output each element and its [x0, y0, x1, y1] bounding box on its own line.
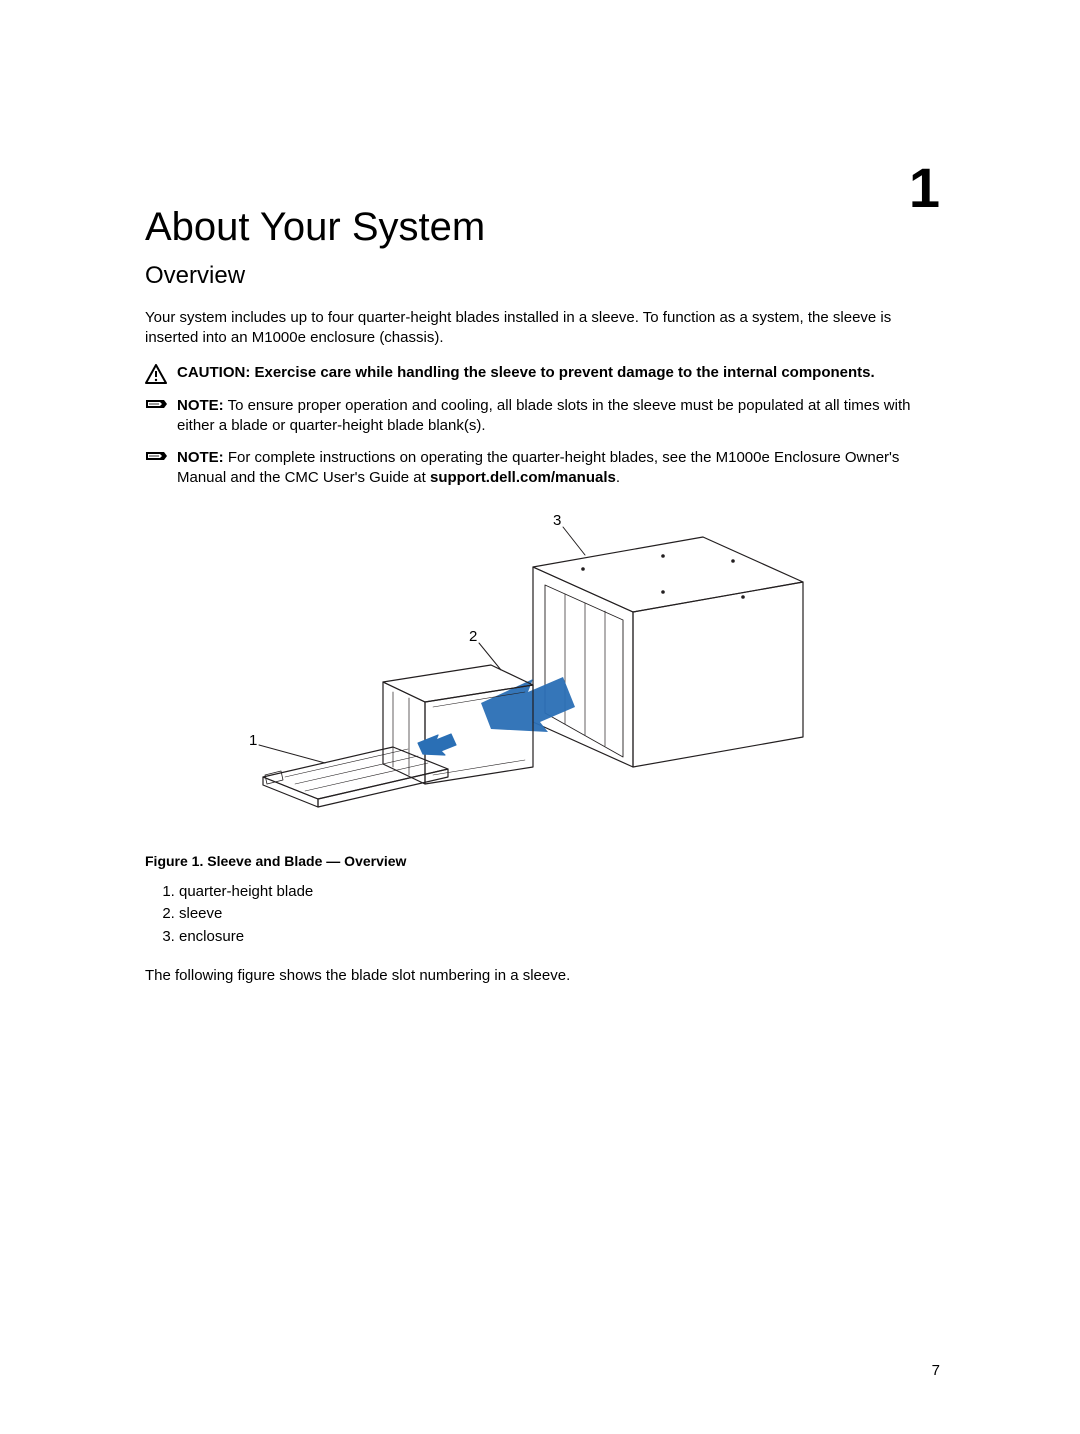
legend-item: enclosure: [179, 926, 940, 949]
caution-triangle-icon: [145, 363, 173, 384]
section-heading: Overview: [145, 262, 940, 290]
chapter-number: 1: [909, 155, 940, 220]
callout-body: Exercise care while handling the sleeve …: [250, 364, 874, 381]
figure-legend: quarter-height blade sleeve enclosure: [179, 881, 940, 949]
callout-label: CAUTION:: [177, 364, 250, 381]
figure-caption-text: Sleeve and Blade — Overview: [207, 853, 406, 869]
note-pencil-icon: [145, 396, 173, 415]
chapter-title: About Your System: [145, 205, 940, 250]
page-number: 7: [932, 1362, 940, 1379]
caution-text: CAUTION: Exercise care while handling th…: [173, 363, 940, 383]
figure-block: 1 2 3 Figure 1. Sleeve and Blade — Overv…: [145, 507, 940, 949]
document-page: 1 About Your System Overview Your system…: [0, 0, 1080, 1434]
note-callout: NOTE: To ensure proper operation and coo…: [145, 396, 940, 437]
legend-item: sleeve: [179, 903, 940, 926]
figure-annotation-1: 1: [249, 732, 257, 749]
figure-annotation-3: 3: [553, 512, 561, 529]
callout-bold-trailing: support.dell.com/manuals: [430, 469, 616, 486]
figure-diagram: 1 2 3: [233, 507, 853, 837]
closing-paragraph: The following figure shows the blade slo…: [145, 966, 940, 986]
caution-callout: CAUTION: Exercise care while handling th…: [145, 363, 940, 384]
callout-trailing-punct: .: [616, 469, 620, 486]
legend-item: quarter-height blade: [179, 881, 940, 904]
note-pencil-icon: [145, 448, 173, 467]
figure-caption: Figure 1. Sleeve and Blade — Overview: [145, 853, 940, 869]
figure-caption-prefix: Figure 1.: [145, 853, 207, 869]
callout-label: NOTE:: [177, 397, 224, 414]
note-callout: NOTE: For complete instructions on opera…: [145, 448, 940, 489]
note-text: NOTE: To ensure proper operation and coo…: [173, 396, 940, 437]
callout-body: To ensure proper operation and cooling, …: [177, 397, 910, 434]
callout-label: NOTE:: [177, 449, 224, 466]
note-text: NOTE: For complete instructions on opera…: [173, 448, 940, 489]
intro-paragraph: Your system includes up to four quarter-…: [145, 308, 940, 349]
figure-annotation-2: 2: [469, 628, 477, 645]
